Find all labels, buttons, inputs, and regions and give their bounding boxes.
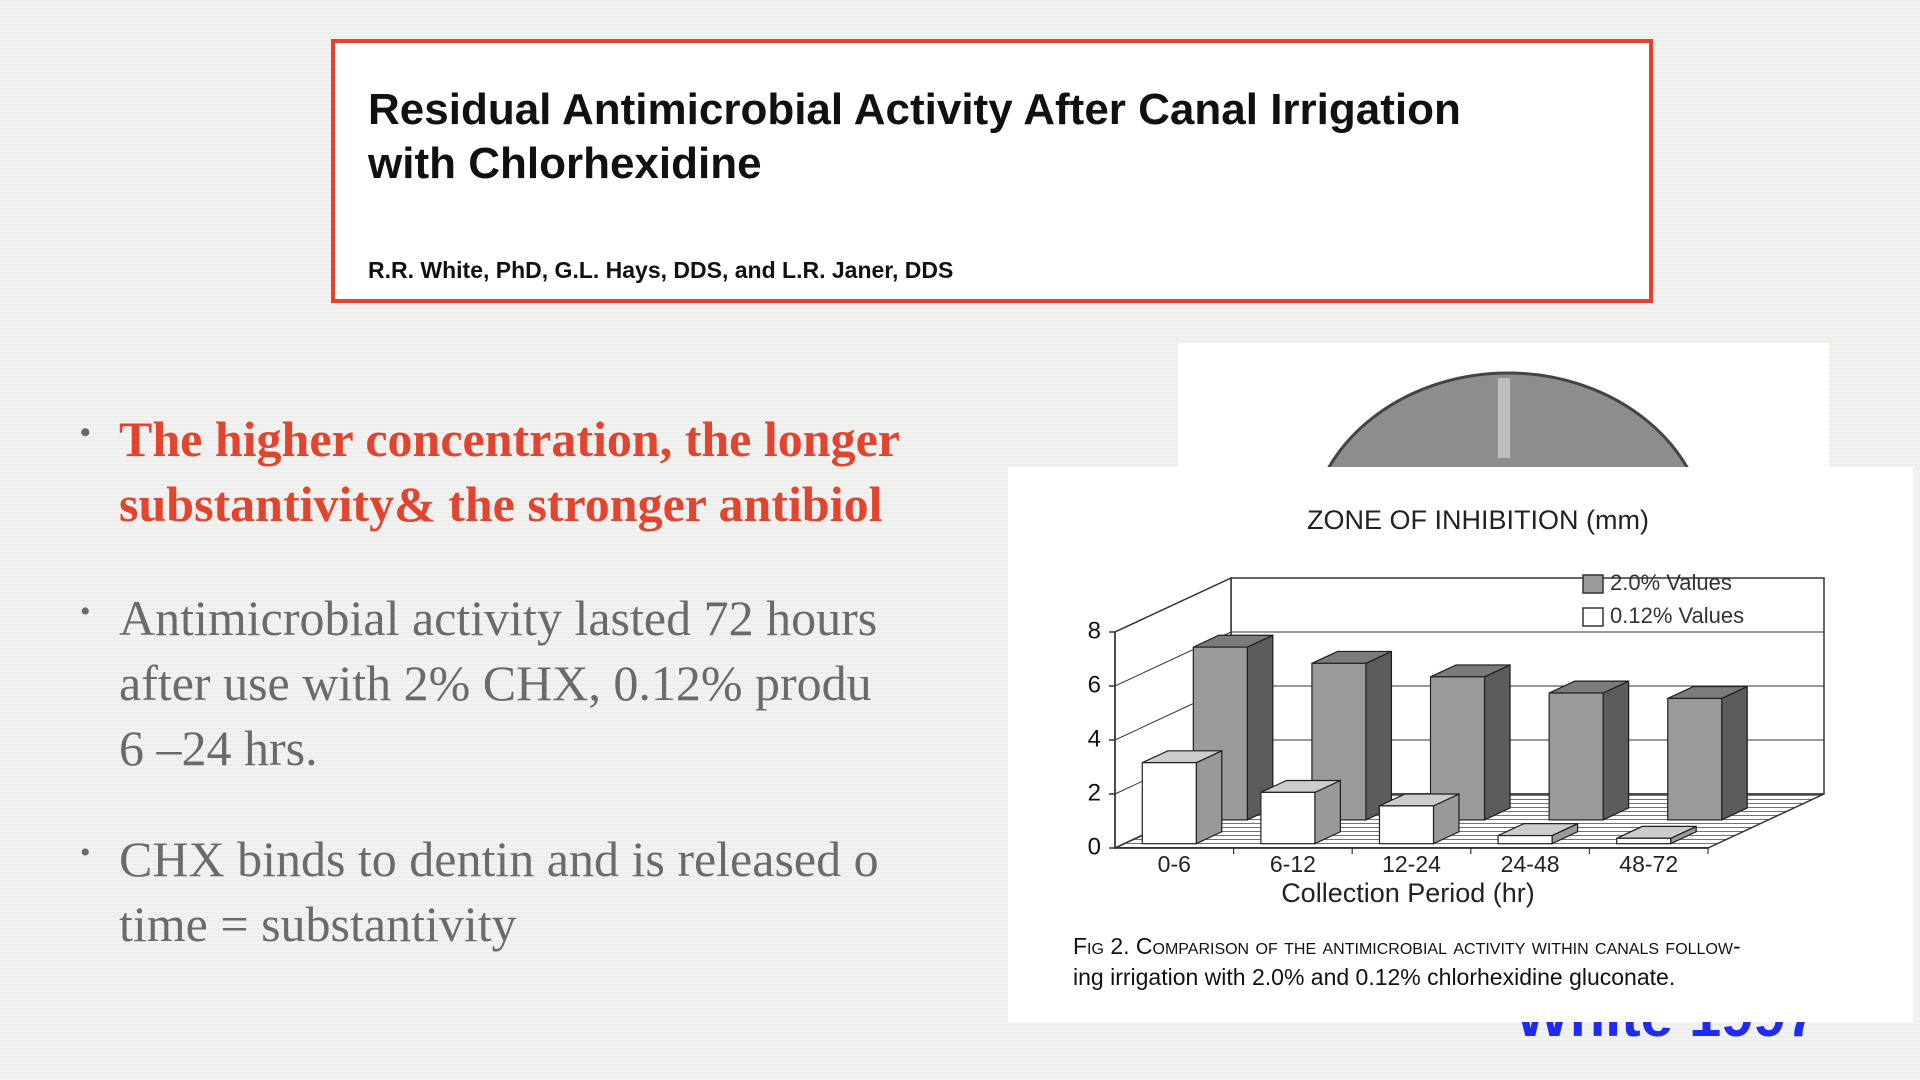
title-box: Residual Antimicrobial Activity After Ca… (331, 39, 1653, 303)
y-tick-label: 0 (1088, 833, 1101, 860)
legend-label: 2.0% Values (1610, 570, 1732, 595)
x-axis-label: Collection Period (hr) (1281, 878, 1535, 908)
figure-panel: ZONE OF INHIBITION (mm) Collection Perio… (1008, 467, 1913, 1022)
bar-side-shade (1484, 664, 1511, 820)
x-tick-label: 24-48 (1501, 851, 1560, 877)
bullet-text: CHX binds to dentin and is released o (119, 831, 879, 887)
y-tick-label: 4 (1088, 725, 1101, 752)
bullet-text: substantivity& the stronger antibiol (119, 476, 883, 532)
bar (1616, 837, 1672, 845)
bar (1260, 791, 1316, 845)
bar (1141, 762, 1197, 845)
bar (1667, 697, 1723, 821)
bullet-text: Antimicrobial activity lasted 72 hours (119, 590, 878, 646)
legend-swatch (1582, 574, 1604, 594)
x-tick-label: 0-6 (1158, 851, 1191, 877)
bullet-text: time = substantivity (119, 896, 517, 952)
grid-line (1114, 577, 1232, 633)
bar-side-shade (1196, 750, 1222, 844)
bar (1548, 692, 1604, 821)
bar (1378, 805, 1435, 845)
caption: ing irrigation with 2.0% and 0.12% chlor… (1073, 964, 1675, 990)
bar-top-shade (1430, 664, 1511, 677)
bar-top-shade (1142, 750, 1222, 763)
x-tick-label: 6-12 (1270, 851, 1316, 877)
bar-top-shade (1311, 651, 1392, 664)
y-tick-label: 8 (1088, 617, 1101, 644)
x-tick-label: 48-72 (1619, 851, 1678, 877)
bar (1497, 834, 1553, 845)
y-tick-label: 2 (1088, 779, 1101, 806)
photo (1178, 343, 1829, 468)
authors: R.R. White, PhD, G.L. Hays, DDS, and L.R… (368, 257, 954, 283)
bar-top-shade (1379, 794, 1459, 806)
y-tick-label: 6 (1088, 671, 1101, 698)
bullet-text: after use with 2% CHX, 0.12% produ (119, 655, 872, 711)
bar-side-shade (1603, 681, 1629, 820)
bar-top-shade (1616, 826, 1697, 839)
bar-side-shade (1365, 651, 1392, 820)
bar-top-shade (1667, 686, 1748, 699)
bar-top-shade (1193, 635, 1273, 648)
legend-swatch (1582, 607, 1604, 627)
x-tick-label: 12-24 (1382, 851, 1441, 877)
bar-top-shade (1549, 681, 1629, 694)
chart-title: ZONE OF INHIBITION (mm) (1307, 505, 1649, 535)
bar-side-shade (1721, 686, 1748, 820)
bar-top-shade (1260, 780, 1341, 793)
paper-title: with Chlorhexidine (368, 139, 762, 188)
bar-side-shade (1247, 635, 1273, 820)
bar-side-shade (1314, 780, 1341, 844)
bar-side-shade (1433, 794, 1459, 844)
bar-side-shade (1670, 826, 1697, 844)
photo-image (1326, 371, 1690, 468)
bullet-text: The higher concentration, the longer (119, 411, 900, 467)
paper-title: Residual Antimicrobial Activity After Ca… (368, 85, 1461, 134)
legend-label: 0.12% Values (1610, 603, 1744, 628)
caption: Fig 2. Comparison of the antimicrobial a… (1073, 933, 1741, 959)
bullet-text: 6 –24 hrs. (119, 720, 318, 776)
bar-side-shade (1552, 823, 1578, 844)
bar-top-shade (1498, 823, 1578, 836)
figure-chart: ZONE OF INHIBITION (mm) Collection Perio… (1073, 505, 1825, 990)
